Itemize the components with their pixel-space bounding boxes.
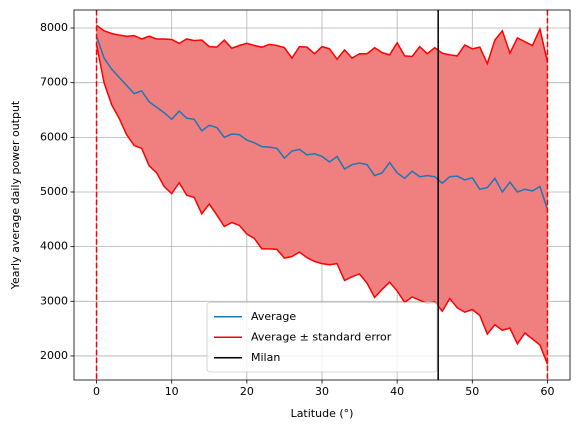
legend-box bbox=[206, 302, 438, 373]
legend-label: Average ± standard error bbox=[251, 330, 392, 343]
line bbox=[95, 35, 549, 210]
x-axis-label: Latitude (°) bbox=[291, 407, 354, 420]
legend-label: Average bbox=[251, 310, 296, 323]
y-tick-label: 8000 bbox=[40, 21, 68, 34]
error-band bbox=[96, 25, 548, 365]
lower-line bbox=[95, 44, 549, 365]
y-tick-label: 2000 bbox=[40, 349, 68, 362]
y-tick-label: 3000 bbox=[40, 294, 68, 307]
x-tick-label: 0 bbox=[93, 385, 100, 398]
y-tick-label: 4000 bbox=[40, 240, 68, 253]
legend-label: Milan bbox=[251, 351, 280, 364]
y-tick-label: 6000 bbox=[40, 130, 68, 143]
x-tick-label: 20 bbox=[240, 385, 254, 398]
y-axis-label: Yearly average daily power output bbox=[9, 100, 22, 290]
x-tick-label: 40 bbox=[390, 385, 404, 398]
y-tick-label: 7000 bbox=[40, 76, 68, 89]
y-tick-label: 5000 bbox=[40, 185, 68, 198]
x-tick-label: 50 bbox=[465, 385, 479, 398]
x-tick-label: 10 bbox=[165, 385, 179, 398]
x-tick-label: 60 bbox=[540, 385, 554, 398]
x-tick-label: 30 bbox=[315, 385, 329, 398]
upper-line bbox=[96, 24, 549, 66]
